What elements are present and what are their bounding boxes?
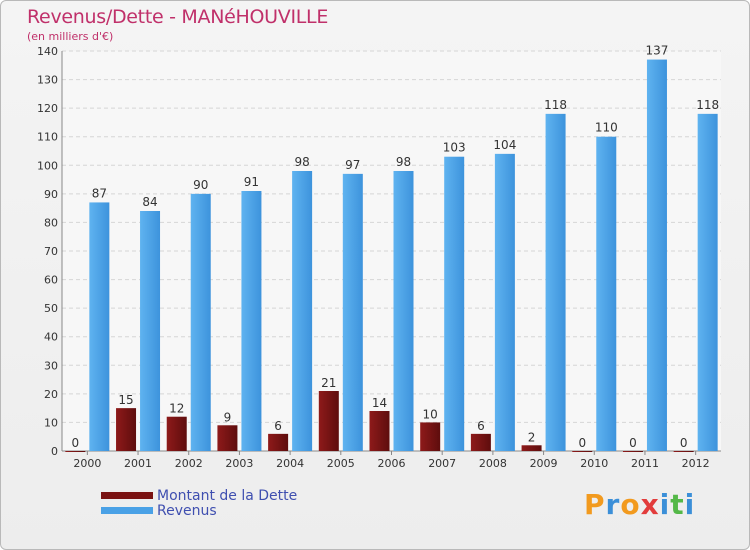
x-tick-label: 2002 — [175, 457, 203, 470]
bar-dette — [65, 451, 86, 452]
y-tick-label: 20 — [44, 388, 58, 401]
data-label-dette: 2 — [528, 430, 536, 444]
legend: Montant de la Dette Revenus — [101, 487, 298, 519]
bar-revenus — [292, 171, 313, 451]
bar-revenus — [190, 193, 211, 451]
y-tick-label: 80 — [44, 216, 58, 229]
bar-dette — [622, 451, 643, 452]
x-tick-label: 2011 — [631, 457, 659, 470]
logo-letter: t — [670, 488, 685, 521]
data-label-revenus: 90 — [193, 178, 208, 192]
bar-dette — [166, 416, 187, 451]
bar-dette — [369, 411, 390, 451]
y-tick-label: 110 — [37, 131, 58, 144]
data-label-revenus: 137 — [646, 44, 669, 58]
bar-dette — [116, 408, 137, 451]
y-tick-label: 130 — [37, 74, 58, 87]
proxiti-logo: Proxiti — [584, 488, 695, 521]
bar-revenus — [89, 202, 110, 451]
x-tick-label: 2000 — [73, 457, 101, 470]
x-tick-label: 2007 — [428, 457, 456, 470]
data-label-dette: 12 — [169, 402, 184, 416]
logo-letter: r — [605, 488, 621, 521]
data-label-dette: 14 — [372, 396, 387, 410]
data-label-dette: 6 — [477, 419, 485, 433]
y-tick-label: 140 — [37, 45, 58, 58]
bar-dette — [268, 433, 289, 451]
y-tick-label: 40 — [44, 331, 58, 344]
bar-dette — [572, 451, 593, 452]
logo-letter: x — [640, 488, 660, 521]
bar-dette — [673, 451, 694, 452]
bar-revenus — [444, 156, 465, 451]
bar-dette — [521, 445, 542, 451]
bar-revenus — [697, 113, 718, 451]
data-label-dette: 0 — [578, 436, 586, 450]
y-tick-label: 100 — [37, 159, 58, 172]
legend-label-revenus: Revenus — [157, 502, 217, 519]
data-label-dette: 0 — [680, 436, 688, 450]
x-tick-label: 2004 — [276, 457, 304, 470]
y-tick-label: 0 — [51, 445, 58, 458]
y-tick-label: 50 — [44, 302, 58, 315]
data-label-revenus: 87 — [92, 186, 107, 200]
bar-revenus — [494, 153, 515, 451]
x-tick-label: 2006 — [378, 457, 406, 470]
bar-dette — [217, 425, 238, 451]
legend-swatch-revenus — [101, 507, 153, 514]
data-label-revenus: 98 — [294, 155, 309, 169]
bar-revenus — [545, 113, 566, 451]
bar-revenus — [393, 171, 414, 451]
y-tick-label: 90 — [44, 188, 58, 201]
legend-item-dette: Montant de la Dette — [101, 487, 298, 504]
data-label-revenus: 118 — [544, 98, 567, 112]
data-label-revenus: 110 — [595, 121, 618, 135]
logo-letter: i — [684, 488, 696, 521]
data-label-revenus: 118 — [696, 98, 719, 112]
data-label-revenus: 91 — [244, 175, 259, 189]
logo-letter: P — [584, 488, 606, 521]
data-label-dette: 21 — [321, 376, 336, 390]
bar-dette — [420, 422, 441, 451]
bar-revenus — [241, 191, 262, 451]
data-label-dette: 15 — [118, 393, 133, 407]
data-label-revenus: 98 — [396, 155, 411, 169]
x-tick-label: 2010 — [580, 457, 608, 470]
logo-letter: o — [620, 488, 641, 521]
bar-revenus — [342, 173, 363, 451]
bar-dette — [470, 433, 491, 451]
data-label-dette: 0 — [629, 436, 637, 450]
legend-label-dette: Montant de la Dette — [157, 487, 298, 504]
y-tick-label: 60 — [44, 274, 58, 287]
chart-title: Revenus/Dette - MANéHOUVILLE — [27, 6, 329, 28]
logo-letter: i — [659, 488, 671, 521]
bar-revenus — [596, 136, 617, 451]
data-label-dette: 6 — [274, 419, 282, 433]
data-label-revenus: 84 — [142, 195, 157, 209]
y-tick-label: 30 — [44, 359, 58, 372]
y-tick-label: 120 — [37, 102, 58, 115]
data-label-dette: 9 — [224, 410, 232, 424]
x-tick-label: 2001 — [124, 457, 152, 470]
data-label-dette: 0 — [72, 436, 80, 450]
data-label-revenus: 104 — [493, 138, 516, 152]
legend-item-revenus: Revenus — [101, 502, 297, 519]
x-tick-label: 2008 — [479, 457, 507, 470]
chart-subtitle: (en milliers d'€) — [27, 30, 114, 43]
x-tick-label: 2005 — [327, 457, 355, 470]
y-tick-label: 10 — [44, 416, 58, 429]
data-label-revenus: 103 — [443, 141, 466, 155]
bar-revenus — [140, 211, 161, 451]
legend-swatch-dette — [101, 492, 153, 499]
x-tick-label: 2012 — [682, 457, 710, 470]
bar-revenus — [646, 59, 667, 451]
x-tick-label: 2003 — [225, 457, 253, 470]
data-label-revenus: 97 — [345, 158, 360, 172]
x-tick-label: 2009 — [530, 457, 558, 470]
bar-dette — [318, 391, 339, 451]
data-label-dette: 10 — [423, 407, 438, 421]
y-tick-label: 70 — [44, 245, 58, 258]
